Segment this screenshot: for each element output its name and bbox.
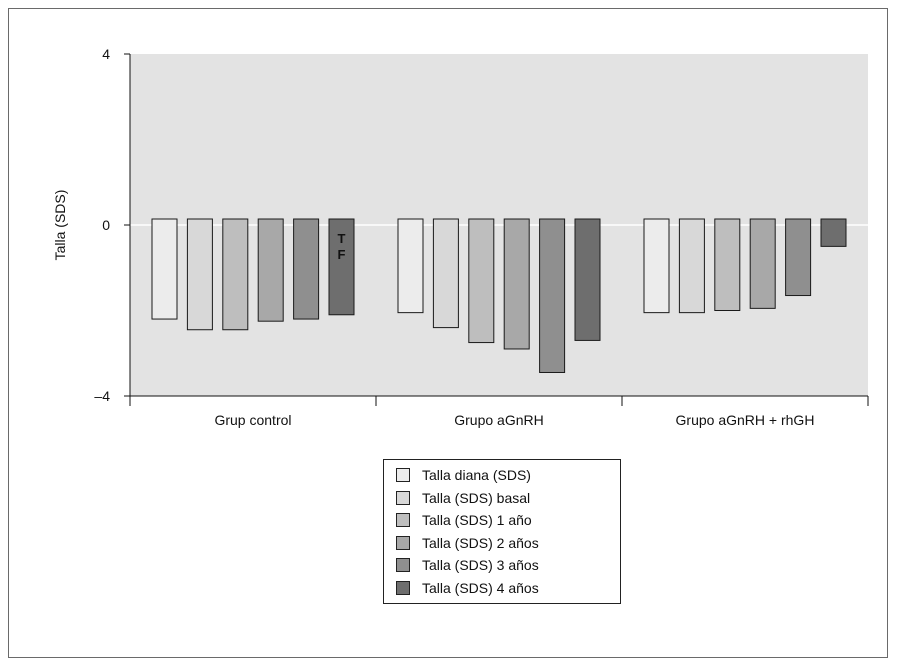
legend-label: Talla (SDS) 2 años — [422, 534, 539, 551]
legend-label: Talla (SDS) 4 años — [422, 579, 539, 596]
y-tick-label: –4 — [94, 388, 110, 404]
legend-label: Talla (SDS) basal — [422, 489, 531, 506]
bar — [186, 218, 213, 331]
bar — [503, 218, 530, 350]
legend-item: Talla (SDS) basal — [384, 487, 620, 510]
bar — [257, 218, 284, 322]
bar — [468, 218, 495, 344]
legend-swatch — [396, 535, 410, 550]
y-axis-title: Talla (SDS) — [52, 190, 68, 261]
legend-item: Talla (SDS) 3 años — [384, 554, 620, 577]
bar-annotation: F — [338, 247, 346, 262]
bar — [539, 218, 566, 373]
bar — [328, 218, 355, 316]
legend-label: Talla diana (SDS) — [422, 467, 531, 484]
axes-layer: 4 0 –4 Grup control Grupo aGnRH Grupo aGnRH +… — [94, 46, 869, 428]
bar — [714, 218, 741, 311]
legend-swatch — [396, 513, 410, 528]
category-label: Grupo aGnRH — [454, 412, 543, 428]
bar — [785, 218, 812, 297]
bars-layer: TF — [151, 218, 847, 373]
legend-label: Talla (SDS) 1 año — [422, 512, 532, 529]
bar — [749, 218, 776, 309]
legend-item: Talla diana (SDS) — [384, 464, 620, 487]
bar — [151, 218, 178, 320]
legend-swatch — [396, 468, 410, 483]
legend-label: Talla (SDS) 3 años — [422, 557, 539, 574]
legend-item: Talla (SDS) 2 años — [384, 532, 620, 555]
legend-item: Talla (SDS) 4 años — [384, 577, 620, 600]
bar — [574, 218, 601, 341]
category-label: Grupo aGnRH + rhGH — [676, 412, 815, 428]
legend: Talla diana (SDS) Talla (SDS) basal Talla … — [383, 459, 621, 604]
bar — [293, 218, 320, 320]
bar — [678, 218, 705, 314]
category-label: Grup control — [214, 412, 291, 428]
bar — [222, 218, 249, 331]
legend-swatch — [396, 490, 410, 505]
y-tick-label: 0 — [102, 217, 110, 233]
bar — [643, 218, 670, 314]
bar — [820, 218, 847, 247]
legend-item: Talla (SDS) 1 año — [384, 509, 620, 532]
legend-swatch — [396, 558, 410, 573]
bar — [397, 218, 424, 314]
bar — [432, 218, 459, 329]
bar-annotation: T — [338, 231, 346, 246]
legend-swatch — [396, 580, 410, 595]
y-tick-label: 4 — [102, 46, 110, 62]
